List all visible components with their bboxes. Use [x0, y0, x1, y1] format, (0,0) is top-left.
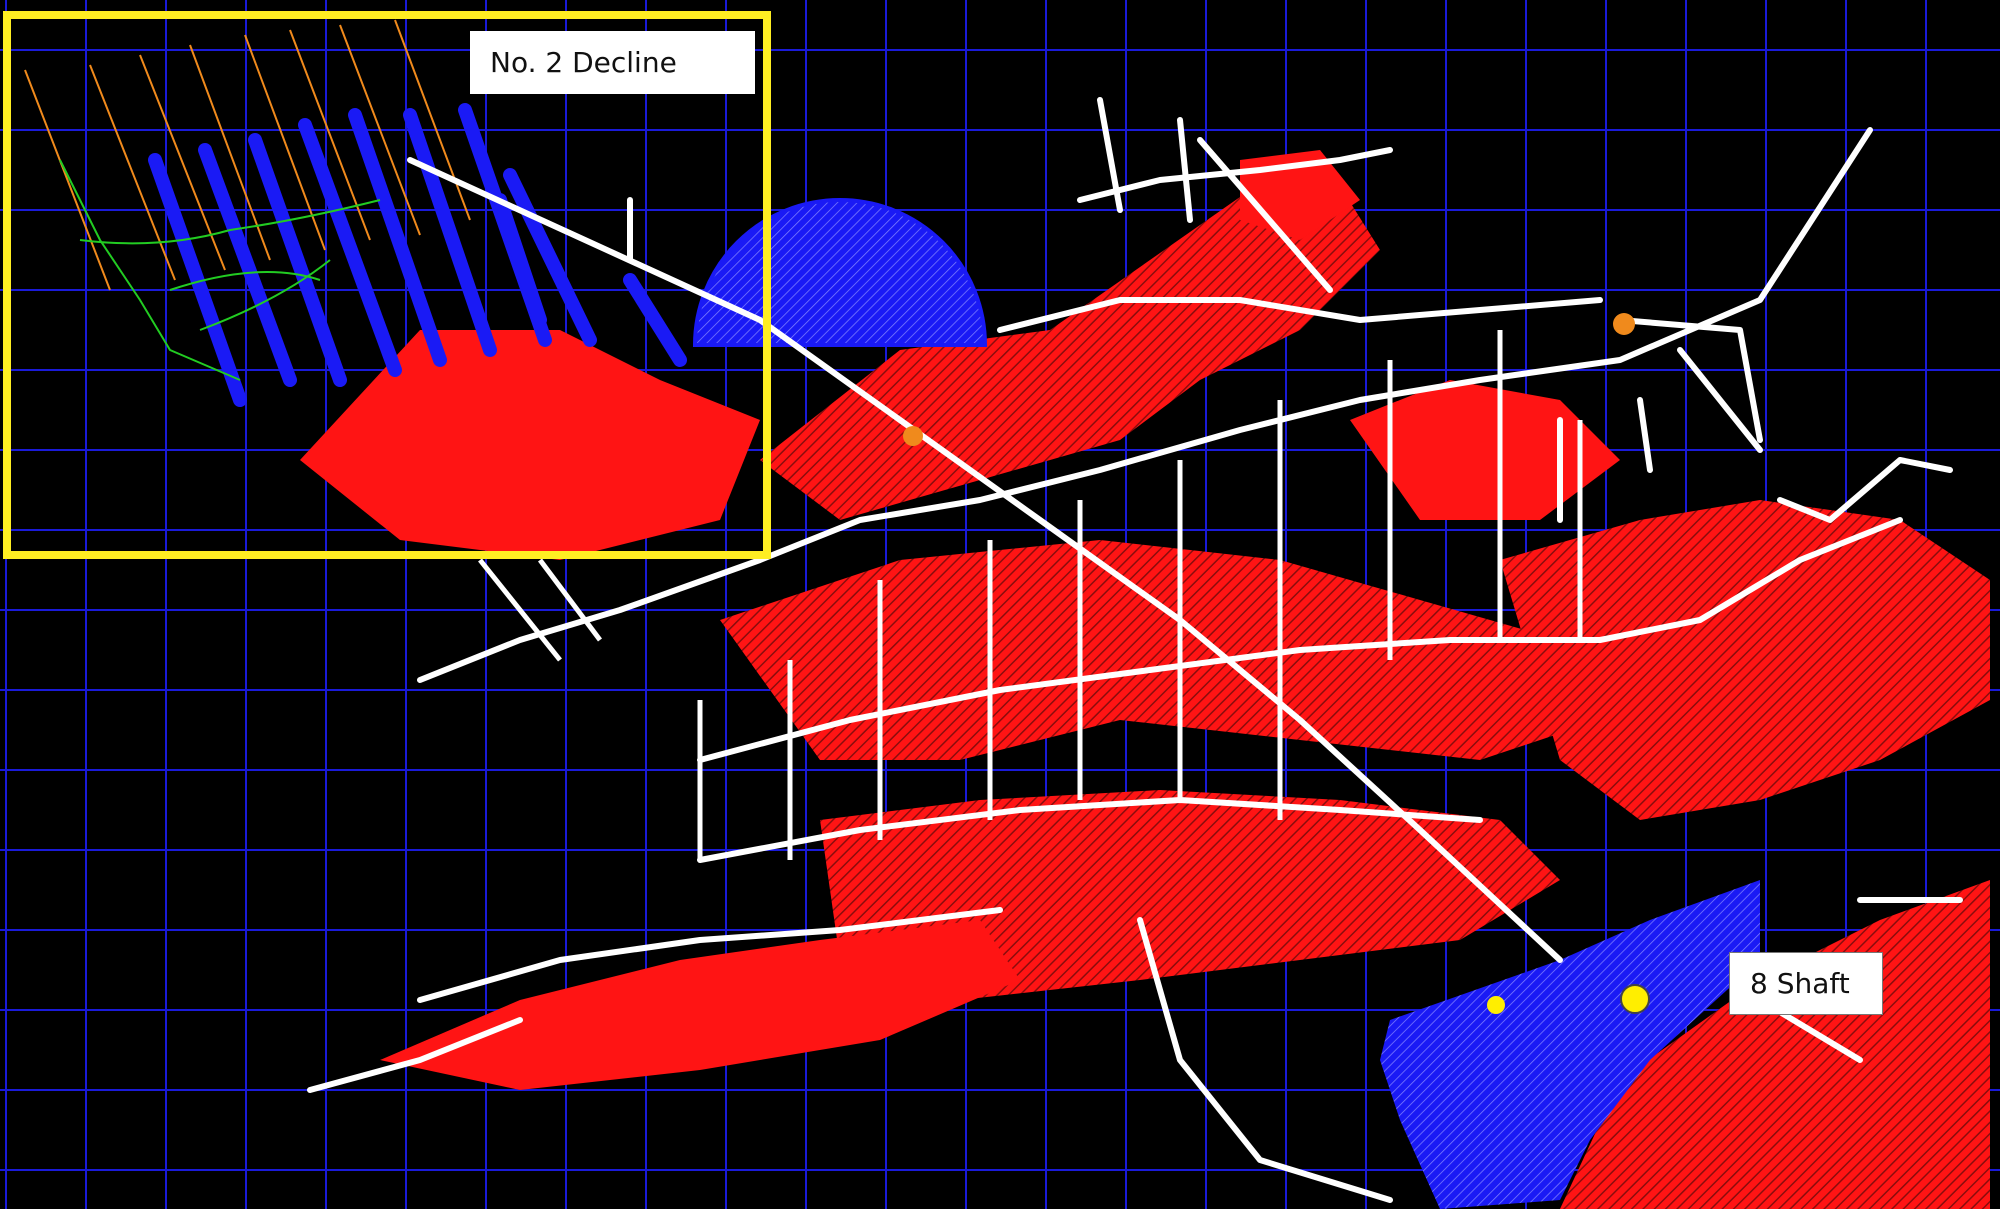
stope-west: [300, 330, 760, 560]
decline-label: No. 2 Decline: [470, 31, 755, 94]
shaft-design-zone: [1380, 880, 1760, 1209]
stope-northeast: [1350, 380, 1620, 520]
decline-traces: [24, 19, 471, 381]
shaft-collar-marker[interactable]: [1620, 984, 1650, 1014]
development-drives: [307, 97, 1963, 1203]
decline-highlight-box[interactable]: [3, 11, 771, 559]
stope-east: [1500, 500, 1990, 820]
shaft-label: 8 Shaft: [1729, 952, 1883, 1015]
decline-design-levels: [148, 103, 687, 407]
stope-south: [820, 790, 1560, 1000]
survey-point-marker-1[interactable]: [903, 426, 923, 446]
survey-point-marker-2[interactable]: [1613, 313, 1635, 335]
stope-southwest: [380, 920, 1020, 1090]
station-marker[interactable]: [1487, 996, 1505, 1014]
crosscut-drives: [478, 330, 1583, 860]
